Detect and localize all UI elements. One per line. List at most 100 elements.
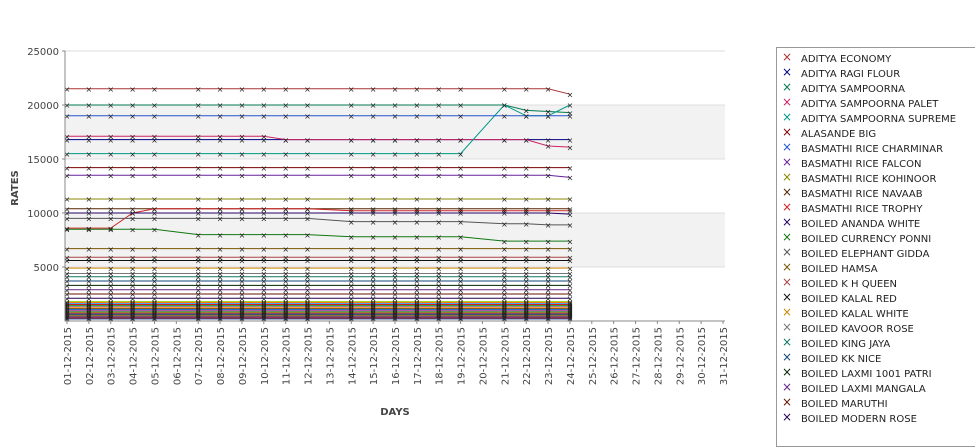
data-point-marker: × [304,205,311,214]
data-point-marker: × [107,282,114,291]
data-point-marker: × [545,136,552,145]
data-point-marker: × [435,233,442,242]
data-point-marker: × [348,282,355,291]
data-point-marker: × [217,282,224,291]
data-point-marker: × [282,282,289,291]
data-point-marker: × [435,207,442,216]
data-point-marker: × [370,195,377,204]
data-point-marker: × [304,85,311,94]
data-point-marker: × [107,133,114,142]
data-point-marker: × [435,112,442,121]
legend-marker-icon: × [781,140,793,154]
legend-item: × BASMATHI RICE FALCON [777,155,975,172]
data-point-marker: × [567,314,574,323]
data-point-marker: × [239,112,246,121]
legend-item: × ADITYA SAMPOORNA [777,80,975,97]
data-point-marker: × [567,308,574,317]
data-point-marker: × [64,225,71,234]
data-point-marker: × [523,107,530,116]
data-point-marker: × [567,221,574,230]
data-point-marker: × [64,112,71,121]
data-point-marker: × [239,164,246,173]
data-point-marker: × [567,136,574,145]
data-point-marker: × [567,164,574,173]
data-point-marker: × [567,306,574,315]
data-point-marker: × [260,195,267,204]
data-point-marker: × [414,290,421,299]
data-point-marker: × [567,253,574,262]
data-point-marker: × [392,282,399,291]
y-axis-label: RATES [10,170,21,206]
x-tick-label: 25-12-2015 [588,327,599,385]
data-point-marker: × [392,264,399,273]
data-point-marker: × [370,282,377,291]
legend-item: × BOILED ANANDA WHITE [777,215,975,232]
data-point-marker: × [523,112,530,121]
data-point-marker: × [195,136,202,145]
data-point-marker: × [370,295,377,304]
data-point-marker: × [217,264,224,273]
data-point-marker: × [523,209,530,218]
y-tick-label: 5000 [34,263,59,274]
data-point-marker: × [304,286,311,295]
data-point-marker: × [151,290,158,299]
data-point-marker: × [64,282,71,291]
data-point-marker: × [64,205,71,214]
data-point-marker: × [86,253,93,262]
data-point-marker: × [239,257,246,266]
data-point-marker: × [304,209,311,218]
data-point-marker: × [64,290,71,299]
data-point-marker: × [260,273,267,282]
data-point-marker: × [457,85,464,94]
data-point-marker: × [370,218,377,227]
data-point-marker: × [523,136,530,145]
data-point-marker: × [86,277,93,286]
data-point-marker: × [523,245,530,254]
data-point-marker: × [107,150,114,159]
legend-item: × BASMATHI RICE NAVAAB [777,185,975,202]
legend-item: × ALASANDE BIG [777,125,975,142]
y-tick-label: 20000 [27,101,59,112]
data-point-marker: × [392,136,399,145]
data-point-marker: × [348,277,355,286]
data-point-marker: × [151,133,158,142]
data-point-marker: × [151,282,158,291]
legend-label: BOILED KING JAYA [801,339,891,350]
data-point-marker: × [282,150,289,159]
data-point-marker: × [392,150,399,159]
data-point-marker: × [567,309,574,318]
legend-item: × BOILED KK NICE [777,350,975,367]
data-point-marker: × [260,264,267,273]
data-point-marker: × [414,150,421,159]
legend-marker-icon: × [781,65,793,79]
data-point-marker: × [282,112,289,121]
legend-marker-icon: × [781,275,793,289]
legend-marker-icon: × [781,320,793,334]
data-point-marker: × [195,133,202,142]
data-point-marker: × [501,209,508,218]
y-tick-label: 25000 [27,47,59,58]
data-point-marker: × [567,304,574,313]
data-point-marker: × [260,286,267,295]
data-point-marker: × [567,245,574,254]
data-point-marker: × [457,245,464,254]
data-point-marker: × [370,164,377,173]
data-point-marker: × [151,253,158,262]
data-point-marker: × [260,205,267,214]
data-point-marker: × [392,136,399,145]
data-point-marker: × [107,245,114,254]
data-point-marker: × [151,136,158,145]
data-point-marker: × [523,295,530,304]
data-point-marker: × [64,171,71,180]
data-point-marker: × [260,257,267,266]
data-point-marker: × [545,171,552,180]
data-point-marker: × [217,245,224,254]
data-point-marker: × [523,237,530,246]
data-point-marker: × [501,101,508,110]
data-point-marker: × [567,210,574,219]
data-point-marker: × [567,264,574,273]
legend-label: BASMATHI RICE TROPHY [801,204,923,215]
data-point-marker: × [501,136,508,145]
data-point-marker: × [370,233,377,242]
data-point-marker: × [414,233,421,242]
